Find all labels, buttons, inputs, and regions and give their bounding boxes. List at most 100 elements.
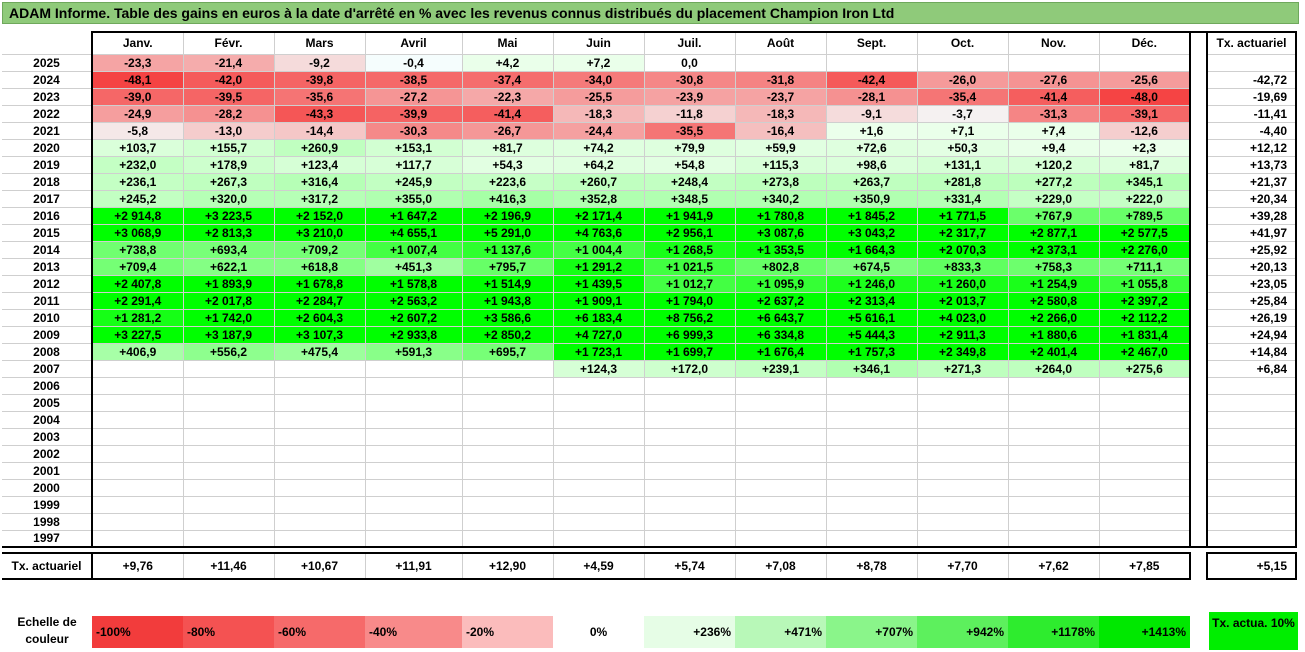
year-row: 2006 bbox=[2, 377, 1297, 395]
gain-cell: +6 334,8 bbox=[735, 326, 827, 344]
gain-cell: +1 281,2 bbox=[91, 309, 184, 327]
gain-cell bbox=[274, 462, 366, 480]
summary-rate-cell: +12,90 bbox=[462, 552, 554, 580]
gain-cell bbox=[91, 394, 184, 412]
gain-cell: -24,9 bbox=[91, 105, 184, 123]
gain-cell: +2 577,5 bbox=[1099, 224, 1191, 242]
color-scale-swatch: +236% bbox=[644, 616, 735, 648]
gain-cell: +281,8 bbox=[917, 173, 1009, 191]
gain-cell: -39,5 bbox=[183, 88, 275, 106]
gain-cell: +2 467,0 bbox=[1099, 343, 1191, 361]
gain-cell bbox=[1008, 479, 1100, 497]
gain-cell bbox=[462, 360, 554, 378]
gain-cell bbox=[183, 530, 275, 548]
gain-cell: +1 514,9 bbox=[462, 275, 554, 293]
summary-rate-cell: +8,78 bbox=[826, 552, 918, 580]
gain-cell: +451,3 bbox=[365, 258, 463, 276]
gain-cell: +1 943,8 bbox=[462, 292, 554, 310]
gap-cell bbox=[1190, 258, 1207, 275]
gain-cell: +758,3 bbox=[1008, 258, 1100, 276]
gain-cell: +5 291,0 bbox=[462, 224, 554, 242]
gain-cell bbox=[1099, 462, 1191, 480]
actuarial-rate-cell bbox=[1206, 428, 1297, 446]
gain-cell: +2 607,2 bbox=[365, 309, 463, 327]
gain-cell: -38,5 bbox=[365, 71, 463, 89]
gain-cell bbox=[826, 377, 918, 395]
gap-cell bbox=[1190, 343, 1207, 360]
year-row: 2008 +406,9 +556,2 +475,4 +591,3 +695,7 +1 723… bbox=[2, 343, 1297, 361]
gain-cell: +277,2 bbox=[1008, 173, 1100, 191]
gain-cell bbox=[826, 54, 918, 72]
gap-cell bbox=[1190, 309, 1207, 326]
gap-cell bbox=[1190, 275, 1207, 292]
year-row: 2011 +2 291,4 +2 017,8 +2 284,7 +2 563,2 +1 9… bbox=[2, 292, 1297, 310]
gain-cell bbox=[1008, 428, 1100, 446]
month-header: Déc. bbox=[1099, 31, 1191, 55]
gain-cell bbox=[826, 513, 918, 531]
gain-cell bbox=[462, 513, 554, 531]
gain-cell bbox=[826, 394, 918, 412]
gain-cell: -24,4 bbox=[553, 122, 645, 140]
gain-cell bbox=[462, 394, 554, 412]
year-label: 2009 bbox=[2, 326, 93, 344]
gain-cell: +267,3 bbox=[183, 173, 275, 191]
color-scale-swatch: +942% bbox=[917, 616, 1008, 648]
color-scale-swatch: -80% bbox=[183, 616, 274, 648]
gain-cell: -27,2 bbox=[365, 88, 463, 106]
gain-cell: +2 266,0 bbox=[1008, 309, 1100, 327]
actuarial-rate-cell: +23,05 bbox=[1206, 275, 1297, 293]
gain-cell bbox=[644, 462, 736, 480]
gain-cell: +1 055,8 bbox=[1099, 275, 1191, 293]
gain-cell: +6 183,4 bbox=[553, 309, 645, 327]
actuarial-rate-cell: -4,40 bbox=[1206, 122, 1297, 140]
year-label: 2024 bbox=[2, 71, 93, 89]
year-row: 2024 -48,1 -42,0 -39,8 -38,5 -37,4 -34,0 -30,8-… bbox=[2, 71, 1297, 89]
gain-cell bbox=[735, 377, 827, 395]
gain-cell bbox=[91, 428, 184, 446]
actuarial-rate-cell bbox=[1206, 496, 1297, 514]
actuarial-rate-cell bbox=[1206, 377, 1297, 395]
year-label: 2005 bbox=[2, 394, 93, 412]
actuarial-rate-cell: +25,84 bbox=[1206, 292, 1297, 310]
gain-cell: +1 137,6 bbox=[462, 241, 554, 259]
gain-cell: +355,0 bbox=[365, 190, 463, 208]
gain-cell: +6 999,3 bbox=[644, 326, 736, 344]
gain-cell: +709,4 bbox=[91, 258, 184, 276]
actuarial-rate-cell bbox=[1206, 411, 1297, 429]
year-row: 1999 bbox=[2, 496, 1297, 514]
spacer-cell bbox=[1207, 547, 1296, 553]
gain-cell: +264,0 bbox=[1008, 360, 1100, 378]
gain-cell: +4,2 bbox=[462, 54, 554, 72]
gain-cell: +260,7 bbox=[553, 173, 645, 191]
gain-cell: +1 831,4 bbox=[1099, 326, 1191, 344]
month-header: Févr. bbox=[183, 31, 275, 55]
year-label: 2025 bbox=[2, 54, 93, 72]
gain-cell: +1 757,3 bbox=[826, 343, 918, 361]
gain-cell bbox=[183, 411, 275, 429]
gain-cell: +8 756,2 bbox=[644, 309, 736, 327]
month-header: Juin bbox=[553, 31, 645, 55]
gain-cell: -48,0 bbox=[1099, 88, 1191, 106]
year-row: 2019 +232,0 +178,9 +123,4 +117,7 +54,3 +64,2 +5… bbox=[2, 156, 1297, 174]
spacer-cell bbox=[92, 547, 183, 553]
gain-cell: +1 664,3 bbox=[826, 241, 918, 259]
gain-cell bbox=[365, 377, 463, 395]
gain-cell bbox=[735, 479, 827, 497]
gain-cell: +709,2 bbox=[274, 241, 366, 259]
year-row: 2009 +3 227,5 +3 187,9 +3 107,3 +2 933,8 +2 8… bbox=[2, 326, 1297, 344]
spacer-cell bbox=[2, 547, 92, 553]
gain-cell bbox=[553, 394, 645, 412]
gap-cell bbox=[1190, 326, 1207, 343]
gain-cell: +2 112,2 bbox=[1099, 309, 1191, 327]
year-row: 1998 bbox=[2, 513, 1297, 531]
spacer-cell bbox=[462, 547, 553, 553]
gain-cell: +2 276,0 bbox=[1099, 241, 1191, 259]
gain-cell: +2 013,7 bbox=[917, 292, 1009, 310]
gain-cell bbox=[735, 462, 827, 480]
gain-cell: +2 956,1 bbox=[644, 224, 736, 242]
gain-cell bbox=[462, 496, 554, 514]
gain-cell: -41,4 bbox=[1008, 88, 1100, 106]
gain-cell bbox=[91, 445, 184, 463]
gain-cell bbox=[365, 411, 463, 429]
gain-cell bbox=[183, 462, 275, 480]
